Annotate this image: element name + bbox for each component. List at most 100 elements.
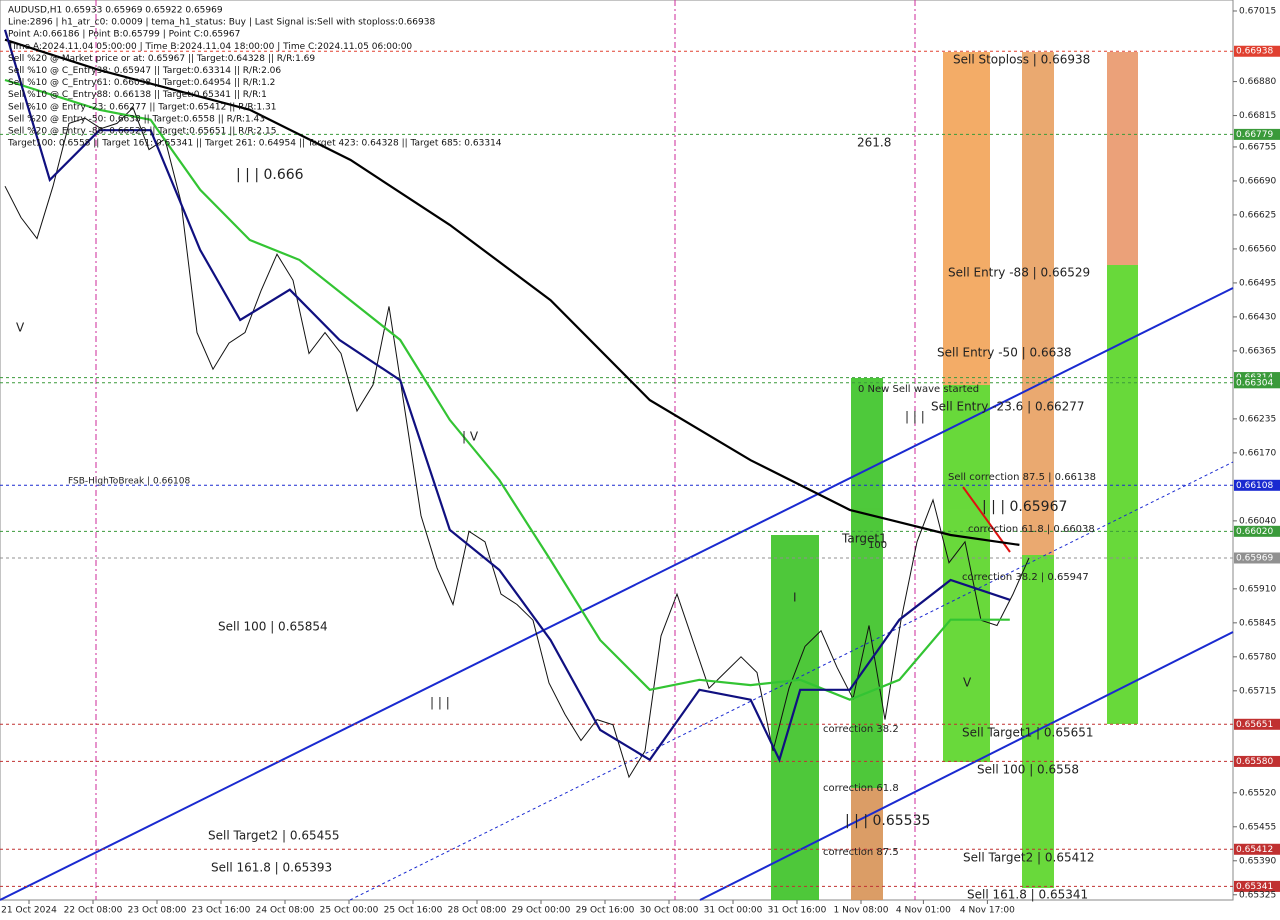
y-tick-label: 0.65845 <box>1239 618 1276 628</box>
annotation: | | | <box>905 410 925 424</box>
annotation: Sell Target2 | 0.65412 <box>963 851 1095 865</box>
annotation: Sell 100 | 0.6558 <box>977 763 1079 777</box>
annotation: Sell Entry -50 | 0.6638 <box>937 346 1071 360</box>
series-line <box>3 29 1011 763</box>
x-tick-label: 31 Oct 16:00 <box>768 906 827 916</box>
price-level-label: 0.66938 <box>1236 47 1273 57</box>
y-tick-label: 0.67015 <box>1239 6 1276 16</box>
price-level-label: 0.66108 <box>1236 481 1273 491</box>
header-line: Sell %10 @ C_Entry38: 0.65947 || Target:… <box>8 66 281 76</box>
zone <box>851 378 883 788</box>
header: AUDUSD,H1 0.65933 0.65969 0.65922 0.6596… <box>7 6 502 149</box>
price-level-label: 0.66779 <box>1236 130 1273 140</box>
price-level-label: 0.65651 <box>1236 720 1273 730</box>
header-line: Target100: 0.6558 || Target 161: 0.65341… <box>7 139 502 149</box>
y-tick-label: 0.66690 <box>1239 176 1276 186</box>
zone <box>1107 265 1138 724</box>
series-line <box>4 78 1010 701</box>
price-level-box <box>1234 525 1280 537</box>
x-tick-label: 21 Oct 2024 <box>1 906 57 916</box>
x-tick-label: 28 Oct 08:00 <box>448 906 507 916</box>
annotation: Sell Entry -23.6 | 0.66277 <box>931 400 1085 414</box>
channel-upper <box>0 287 1234 901</box>
header-line: Line:2896 | h1_atr_c0: 0.0009 | tema_h1_… <box>8 18 435 28</box>
annotation: FSB-HighToBreak | 0.66108 <box>68 477 190 487</box>
y-tick-label: 0.65910 <box>1239 584 1276 594</box>
price-level-label: 0.65580 <box>1236 757 1273 767</box>
x-tick-label: 23 Oct 16:00 <box>192 906 251 916</box>
y-tick-label: 0.66815 <box>1239 111 1276 121</box>
price-level-box <box>1234 128 1280 140</box>
y-tick-label: 0.66625 <box>1239 210 1276 220</box>
separators <box>95 0 916 900</box>
header-line: Sell %20 @ Entry -50: 0.6638 || Target:0… <box>8 114 265 124</box>
series-line <box>4 106 1030 779</box>
header-line: Time A:2024.11.04 05:00:00 | Time B:2024… <box>7 42 412 52</box>
price-level-label: 0.65341 <box>1236 882 1273 892</box>
y-tick-label: 0.65325 <box>1239 890 1276 900</box>
x-tick-label: 25 Oct 00:00 <box>320 906 379 916</box>
zone <box>943 385 990 762</box>
annotation: I <box>793 591 797 605</box>
y-tick-label: 0.65390 <box>1239 856 1276 866</box>
price-level-box <box>1234 479 1280 491</box>
annotation: correction 61.8 | 0.66038 <box>968 524 1095 535</box>
series-line <box>4 38 1020 546</box>
annotation: Sell Entry -88 | 0.66529 <box>948 266 1090 280</box>
x-tick-label: 4 Nov 17:00 <box>960 906 1015 916</box>
annotation: correction 38.2 <box>823 724 899 735</box>
levels: 0.669380.667790.663140.663040.661080.660… <box>0 45 1280 892</box>
x-tick-label: 29 Oct 16:00 <box>576 906 635 916</box>
zone <box>943 52 990 385</box>
y-tick-label: 0.66430 <box>1239 312 1276 322</box>
annotation: Sell 161.8 | 0.65393 <box>211 861 332 875</box>
annotation: correction 38.2 | 0.65947 <box>962 572 1089 583</box>
zone <box>1107 52 1138 265</box>
y-tick-label: 0.65520 <box>1239 788 1276 798</box>
y-tick-label: 0.66365 <box>1239 346 1276 356</box>
x-tick-label: 1 Nov 08:00 <box>834 906 889 916</box>
annotation: correction 61.8 <box>823 783 899 794</box>
y-tick-label: 0.66040 <box>1239 516 1276 526</box>
header-line: Sell %20 @ Entry -88: 0.66529 || Target:… <box>8 127 276 137</box>
price-level-label: 0.66020 <box>1236 527 1273 537</box>
zone <box>851 788 883 900</box>
x-tick-label: 4 Nov 01:00 <box>896 906 951 916</box>
annotation: | | | 0.65535 <box>845 813 930 829</box>
annotation: Sell Target1 | 0.65651 <box>962 726 1094 740</box>
y-tick-label: 0.66235 <box>1239 414 1276 424</box>
channel-lower <box>699 631 1234 901</box>
x-tick-label: 22 Oct 08:00 <box>64 906 123 916</box>
y-tick-label: 0.65455 <box>1239 822 1276 832</box>
y-tick-label: 0.66755 <box>1239 142 1276 152</box>
annotation: 100 <box>868 540 887 551</box>
x-tick-label: 23 Oct 08:00 <box>128 906 187 916</box>
zone <box>1022 52 1054 555</box>
price-level-box <box>1234 880 1280 892</box>
price-level-box <box>1234 45 1280 57</box>
annotation: Sell 161.8 | 0.65341 <box>967 888 1088 902</box>
zone <box>771 535 819 900</box>
y-tick-label: 0.66560 <box>1239 244 1276 254</box>
annotation: | V <box>462 430 479 444</box>
header-line: Sell %10 @ Entry -23: 0.66277 || Target:… <box>8 102 276 112</box>
annotation: | | | 0.666 <box>236 167 304 183</box>
x-tick-label: 31 Oct 00:00 <box>704 906 763 916</box>
y-tick-label: 0.66880 <box>1239 77 1276 87</box>
header-line: Point A:0.66186 | Point B:0.65799 | Poin… <box>8 30 240 40</box>
annotation: correction 87.5 <box>823 847 899 858</box>
annotation: 261.8 <box>857 136 891 150</box>
price-level-box <box>1234 755 1280 767</box>
price-level-label: 0.65412 <box>1236 845 1273 855</box>
annotation: Sell Stoploss | 0.66938 <box>953 53 1090 67</box>
price-level-box <box>1234 552 1280 564</box>
annotations: Sell Stoploss | 0.66938 261.8 | | | 0.66… <box>16 53 1096 902</box>
price-level-label: 0.65969 <box>1236 553 1273 563</box>
annotation: Sell correction 87.5 | 0.66138 <box>948 472 1096 483</box>
x-tick-label: 29 Oct 00:00 <box>512 906 571 916</box>
x-tick-label: 25 Oct 16:00 <box>384 906 443 916</box>
annotation: Target1 <box>841 532 887 546</box>
price-level-box <box>1234 377 1280 389</box>
